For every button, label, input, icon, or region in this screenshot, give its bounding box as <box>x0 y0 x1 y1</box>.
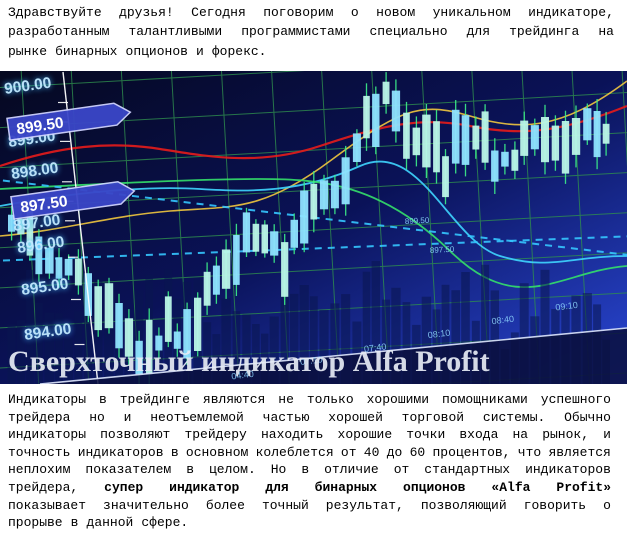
svg-text:Сверхточный индикатор Alfa Pro: Сверхточный индикатор Alfa Profit <box>8 345 490 378</box>
svg-text:899.50: 899.50 <box>405 216 430 226</box>
svg-text:897.50: 897.50 <box>430 245 455 255</box>
